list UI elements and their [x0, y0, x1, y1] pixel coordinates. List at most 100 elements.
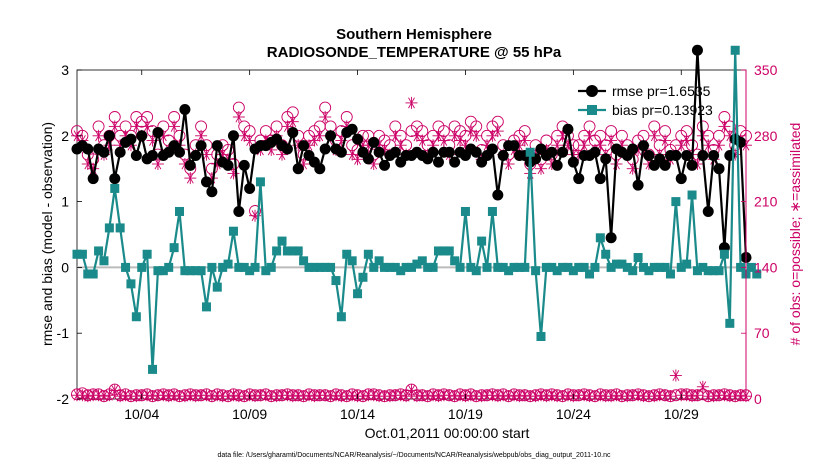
- bias-point: [309, 262, 319, 272]
- bias-point: [628, 266, 638, 276]
- y2-axis-label: # of obs: o=possible; ∗=assimilated: [787, 123, 803, 346]
- obs-assimilated-marker: [92, 129, 105, 142]
- y2-tick-label: 210: [754, 194, 778, 210]
- rmse-point: [600, 153, 612, 165]
- bias-point: [401, 262, 411, 272]
- obs-assimilated-marker: [130, 120, 143, 133]
- obs-assimilated-marker: [410, 390, 423, 403]
- bias-point: [353, 289, 363, 299]
- rmse-point: [589, 146, 601, 158]
- obs-assimilated-marker: [232, 111, 245, 123]
- rmse-point: [125, 133, 137, 145]
- obs-assimilated-marker: [659, 134, 672, 147]
- obs-assimilated-marker: [545, 389, 558, 402]
- rmse-point: [681, 150, 693, 162]
- bias-point: [471, 266, 481, 276]
- obs-assimilated-marker: [114, 390, 127, 403]
- bias-point: [261, 266, 271, 276]
- obs-assimilated-marker: [394, 139, 407, 152]
- bias-point: [633, 253, 643, 263]
- obs-assimilated-marker: [308, 134, 321, 147]
- obs-assimilated-marker: [605, 134, 618, 147]
- bias-point: [83, 269, 93, 279]
- obs-assimilated-marker: [141, 389, 154, 402]
- rmse-point: [179, 103, 191, 115]
- bias-point: [487, 206, 497, 216]
- bias-point: [450, 256, 460, 266]
- rmse-point: [314, 163, 326, 175]
- rmse-point: [227, 130, 239, 142]
- rmse-point: [109, 173, 121, 185]
- obs-assimilated-marker: [329, 389, 342, 402]
- x-tick-label: 10/19: [448, 406, 483, 422]
- bias-point: [509, 262, 519, 272]
- bias-point: [266, 262, 276, 272]
- obs-assimilated-marker: [162, 390, 175, 403]
- x-tick-label: 10/24: [556, 406, 591, 422]
- bias-point: [671, 197, 681, 207]
- rmse-point: [508, 140, 520, 152]
- bias-point: [94, 246, 104, 256]
- x-axis-label: Oct.01,2011 00:00:00 start: [365, 425, 530, 441]
- obs-assimilated-marker: [621, 390, 634, 403]
- obs-assimilated-marker: [696, 380, 709, 393]
- bias-point: [558, 262, 568, 272]
- obs-assimilated-marker: [168, 120, 181, 133]
- bias-point: [148, 364, 158, 374]
- rmse-point: [551, 159, 563, 171]
- rmse-point: [174, 146, 186, 158]
- rmse-point: [713, 163, 725, 175]
- obs-assimilated-marker: [108, 120, 121, 133]
- y-tick-label: -2: [57, 391, 70, 407]
- bias-point: [466, 262, 476, 272]
- bias-point: [725, 318, 735, 328]
- rmse-point: [573, 173, 585, 185]
- y-tick-label: 2: [61, 128, 69, 144]
- rmse-point: [98, 146, 110, 158]
- bias-point: [239, 262, 249, 272]
- obs-assimilated-marker: [632, 389, 645, 402]
- obs-assimilated-marker: [534, 389, 547, 402]
- obs-assimilated-marker: [308, 390, 321, 403]
- obs-assimilated-marker: [675, 139, 688, 152]
- obs-assimilated-marker: [259, 389, 272, 402]
- rmse-point: [82, 143, 94, 155]
- obs-assimilated-marker: [502, 390, 515, 403]
- rmse-point: [492, 189, 504, 201]
- bias-point: [568, 266, 578, 276]
- bias-point: [142, 249, 152, 259]
- bias-point: [153, 266, 163, 276]
- bias-point: [407, 262, 416, 272]
- bias-point: [682, 259, 692, 269]
- obs-assimilated-marker: [529, 390, 542, 403]
- obs-assimilated-marker: [168, 389, 181, 402]
- chart-subtitle: RADIOSONDE_TEMPERATURE @ 55 hPa: [267, 44, 562, 61]
- y-tick-label: 0: [61, 259, 69, 275]
- obs-assimilated-marker: [151, 158, 164, 170]
- bias-point: [698, 262, 708, 272]
- obs-assimilated-marker: [497, 389, 510, 402]
- rmse-point: [497, 150, 509, 162]
- bias-point: [692, 266, 702, 276]
- bias-point: [212, 282, 222, 292]
- bias-point: [320, 262, 330, 272]
- obs-assimilated-marker: [454, 134, 467, 147]
- rmse-point: [373, 146, 385, 158]
- obs-assimilated-marker: [664, 390, 677, 403]
- rmse-point: [238, 159, 250, 171]
- rmse-point: [325, 130, 337, 142]
- obs-assimilated-marker: [302, 389, 315, 402]
- rmse-point: [670, 150, 682, 162]
- obs-assimilated-marker: [238, 129, 251, 142]
- obs-assimilated-marker: [648, 390, 661, 403]
- bias-point: [201, 302, 211, 312]
- rmse-point: [443, 146, 455, 158]
- axis-layer: 10/04 10/09 10/14 10/19 10/24 10/29 -2 -1 0 1 2 3 0 7…: [57, 62, 778, 422]
- y-tick-label: 1: [61, 194, 69, 210]
- bias-point: [234, 262, 244, 272]
- bias-point: [752, 269, 762, 279]
- bias-point: [498, 262, 508, 272]
- rmse-point: [379, 159, 391, 171]
- bias-point: [541, 262, 551, 272]
